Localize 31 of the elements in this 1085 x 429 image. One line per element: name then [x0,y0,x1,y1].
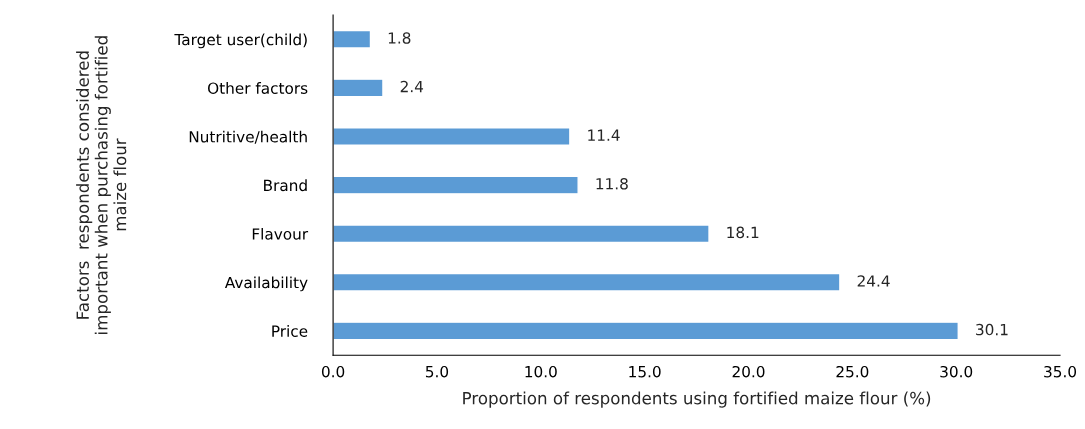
y-tick-label: Price [272,325,308,337]
y-axis-title: Factors respondents considered important when purchasing fortified maize flour [76,36,127,334]
x-tick-label: 20.0 [732,365,765,378]
data-label: 11.4 [588,129,620,141]
x-tick-label: 35.0 [1044,365,1077,378]
bar [333,78,384,98]
y-tick-label: Availability [224,276,308,292]
bar [333,127,571,146]
x-tick-label: 25.0 [836,365,869,378]
y-tick-label: Nutritive/health [189,130,307,144]
data-label: 1.8 [388,32,411,44]
x-tick-label: 0.0 [321,365,345,378]
y-tick-label: Target user(child) [174,33,307,49]
data-label: 24.4 [857,275,890,287]
x-axis-title: Proportion of respondents using fortified maize flour (%) [463,391,931,408]
bar [333,29,372,49]
y-tick-label: Other factors [208,82,308,94]
x-tick-label: 15.0 [629,365,661,378]
y-tick-label: Brand [264,179,307,192]
data-label: 2.4 [400,80,424,93]
x-tick-label: 10.0 [525,365,557,378]
bar [333,321,959,341]
data-label: 18.1 [727,226,759,239]
bar [333,224,710,244]
bar [333,272,841,292]
y-tick-label: Flavour [252,227,309,240]
x-tick-label: 5.0 [425,365,449,378]
data-label: 11.8 [596,177,628,190]
x-tick-label: 30.0 [940,365,973,378]
bar [333,175,579,195]
data-label: 30.1 [976,323,1008,336]
